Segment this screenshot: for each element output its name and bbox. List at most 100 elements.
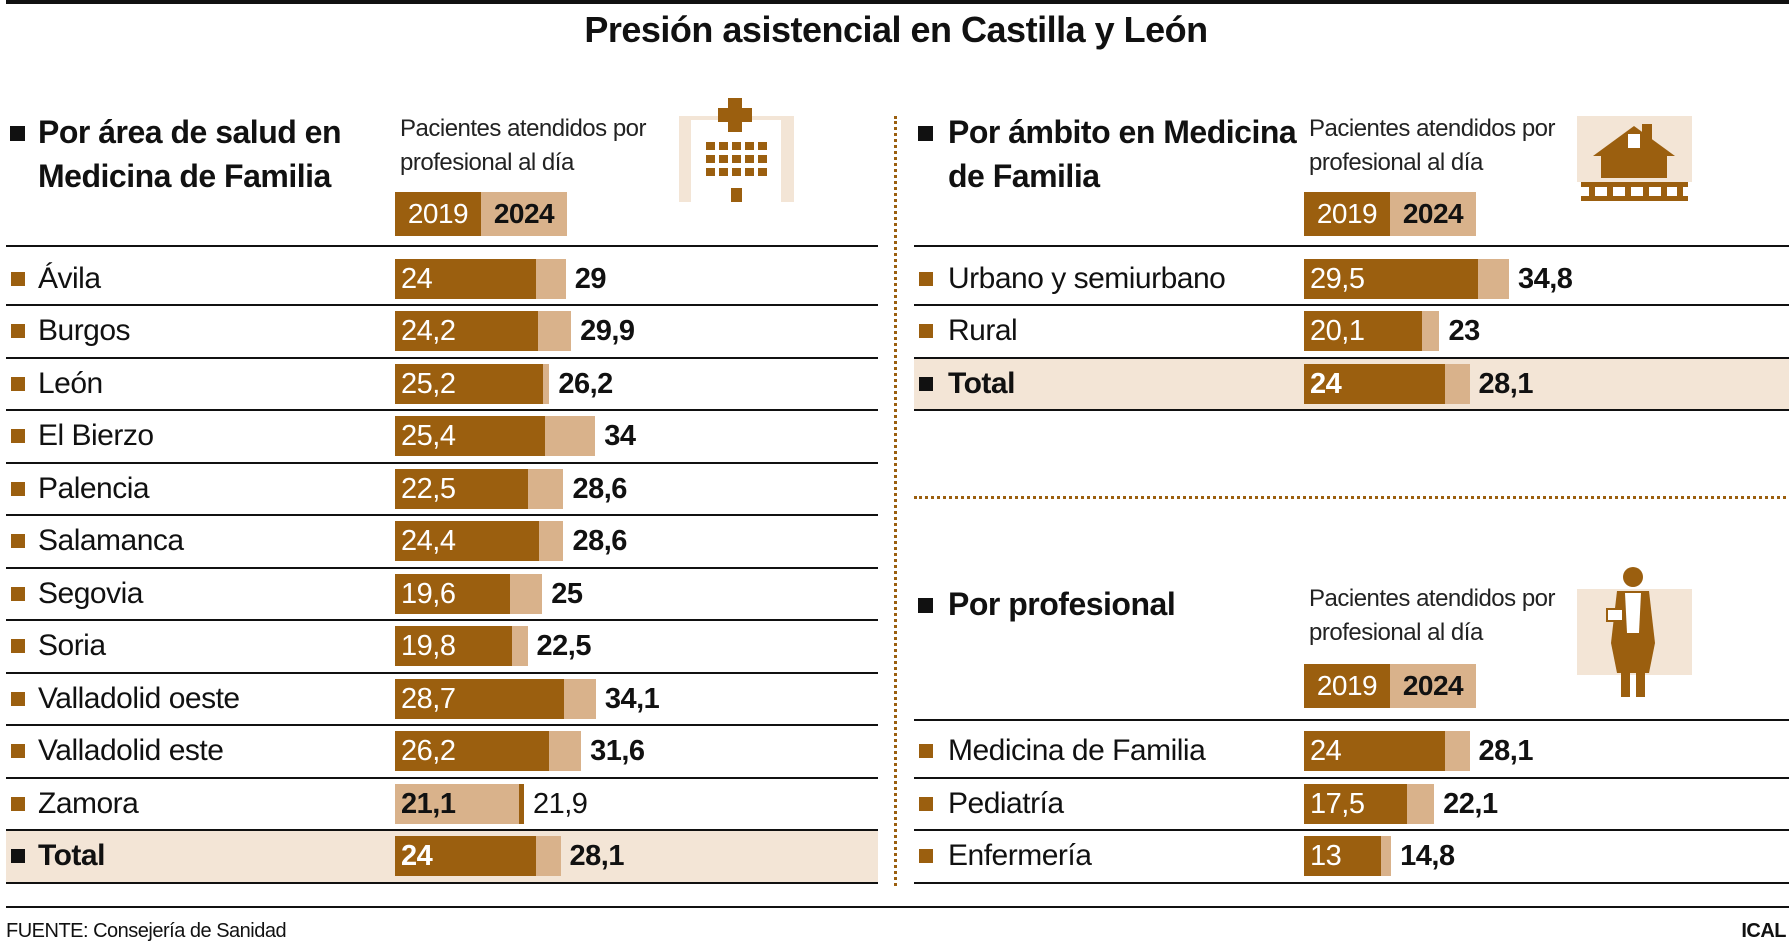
bar bbox=[395, 363, 544, 404]
row-bullet bbox=[11, 534, 25, 549]
title-bullet bbox=[10, 126, 25, 141]
value-label-outside: 28,1 bbox=[1478, 367, 1534, 400]
bar bbox=[395, 836, 537, 877]
bar bbox=[395, 468, 528, 509]
value-label-inside: 17,5 bbox=[1310, 787, 1365, 820]
bar bbox=[395, 311, 538, 352]
row-rule bbox=[6, 566, 878, 569]
category-label: Zamora bbox=[38, 786, 139, 820]
value-label-outside: 22,1 bbox=[1443, 787, 1498, 820]
row-bullet bbox=[11, 639, 25, 654]
row-rule bbox=[6, 514, 878, 516]
legend-item: 2024 bbox=[1390, 192, 1476, 236]
row-rule bbox=[6, 776, 878, 779]
subtitle: Pacientes atendidos por profesional al d… bbox=[400, 115, 647, 176]
row-bullet bbox=[11, 271, 25, 286]
row-rule bbox=[6, 881, 878, 884]
bar bbox=[395, 521, 539, 562]
value-label-outside: 31,6 bbox=[590, 735, 645, 768]
value-label-outside: 28,1 bbox=[569, 840, 625, 873]
category-label: Salamanca bbox=[38, 524, 184, 558]
category-label: Enfermería bbox=[948, 839, 1092, 873]
value-label-outside: 28,6 bbox=[572, 472, 627, 505]
value-label-inside: 24 bbox=[401, 840, 433, 873]
section-title: Por ámbito en Medicina de Familia bbox=[948, 114, 1297, 194]
row-bullet bbox=[11, 429, 25, 444]
category-label: Medicina de Familia bbox=[948, 734, 1206, 768]
header-rule bbox=[914, 245, 1789, 247]
category-label: Valladolid oeste bbox=[38, 681, 240, 715]
row-rule bbox=[6, 671, 878, 674]
category-label: Soria bbox=[38, 629, 106, 663]
bar bbox=[1304, 783, 1408, 824]
row-bullet bbox=[919, 796, 933, 811]
bar bbox=[395, 416, 545, 457]
row-rule bbox=[6, 461, 878, 464]
bar bbox=[395, 626, 512, 667]
row-bullet bbox=[919, 849, 933, 864]
value-label-inside: 26,2 bbox=[401, 735, 456, 768]
row-rule bbox=[914, 356, 1789, 359]
category-label: Ávila bbox=[38, 261, 101, 295]
main-title: Presión asistencial en Castilla y León bbox=[584, 9, 1208, 50]
category-label: Palencia bbox=[38, 471, 150, 505]
bar bbox=[395, 573, 511, 614]
hospital-icon bbox=[679, 98, 794, 202]
row-rule bbox=[914, 409, 1789, 411]
bar bbox=[1304, 731, 1446, 772]
value-label-outside: 29 bbox=[574, 262, 607, 295]
row-rule bbox=[6, 409, 878, 411]
bar bbox=[1304, 258, 1478, 299]
credit: ICAL bbox=[1741, 920, 1786, 942]
row-bullet bbox=[11, 586, 25, 601]
value-label-inside: 19,6 bbox=[401, 577, 456, 610]
value-label-inside: 22,5 bbox=[401, 472, 456, 505]
value-label-outside: 14,8 bbox=[1400, 840, 1455, 873]
value-label-inside: 24,4 bbox=[401, 525, 456, 558]
category-label: Segovia bbox=[38, 576, 143, 610]
header-rule bbox=[6, 245, 878, 247]
title-bullet bbox=[918, 598, 933, 613]
category-label: Urbano y semiurbano bbox=[948, 261, 1226, 295]
row-bullet bbox=[11, 744, 25, 759]
section-title: Por área de salud en Medicina de Familia bbox=[38, 114, 342, 194]
top-rule bbox=[6, 0, 1789, 4]
value-label-outside: 34,8 bbox=[1517, 262, 1573, 295]
row-rule bbox=[6, 619, 878, 621]
value-label-outside: 34 bbox=[604, 420, 636, 453]
row-bullet bbox=[919, 376, 933, 391]
category-label: Burgos bbox=[38, 314, 131, 348]
row-rule bbox=[6, 356, 878, 359]
subtitle: Pacientes atendidos por profesional al d… bbox=[1309, 115, 1556, 176]
row-rule bbox=[914, 881, 1789, 884]
row-rule bbox=[914, 304, 1789, 306]
value-label-inside: 24,2 bbox=[401, 315, 456, 348]
divider-horizontal bbox=[914, 496, 1786, 499]
row-rule bbox=[914, 829, 1789, 831]
value-label-outside: 22,5 bbox=[536, 630, 592, 663]
row-bullet bbox=[919, 744, 933, 759]
legend-item: 2024 bbox=[1390, 664, 1476, 708]
bar bbox=[395, 731, 550, 772]
bar bbox=[1304, 836, 1381, 877]
row-bullet bbox=[11, 796, 25, 811]
bar bbox=[1304, 311, 1423, 352]
row-rule bbox=[914, 776, 1789, 779]
category-label: Total bbox=[948, 366, 1015, 400]
row-bullet bbox=[11, 849, 25, 864]
value-label-inside: 19,8 bbox=[401, 630, 456, 663]
bar bbox=[1304, 363, 1446, 404]
section-title: Por profesional bbox=[948, 586, 1176, 622]
value-label-outside: 26,2 bbox=[558, 367, 613, 400]
row-rule bbox=[6, 724, 878, 726]
category-label: Total bbox=[38, 839, 105, 873]
value-label-inside: 28,7 bbox=[401, 682, 456, 715]
category-label: León bbox=[38, 366, 103, 400]
value-label-outside: 34,1 bbox=[604, 682, 660, 715]
category-label: Pediatría bbox=[948, 786, 1064, 820]
row-bullet bbox=[919, 324, 933, 339]
row-bullet bbox=[11, 691, 25, 706]
row-bullet bbox=[11, 324, 25, 339]
doctor-icon bbox=[1577, 567, 1692, 697]
